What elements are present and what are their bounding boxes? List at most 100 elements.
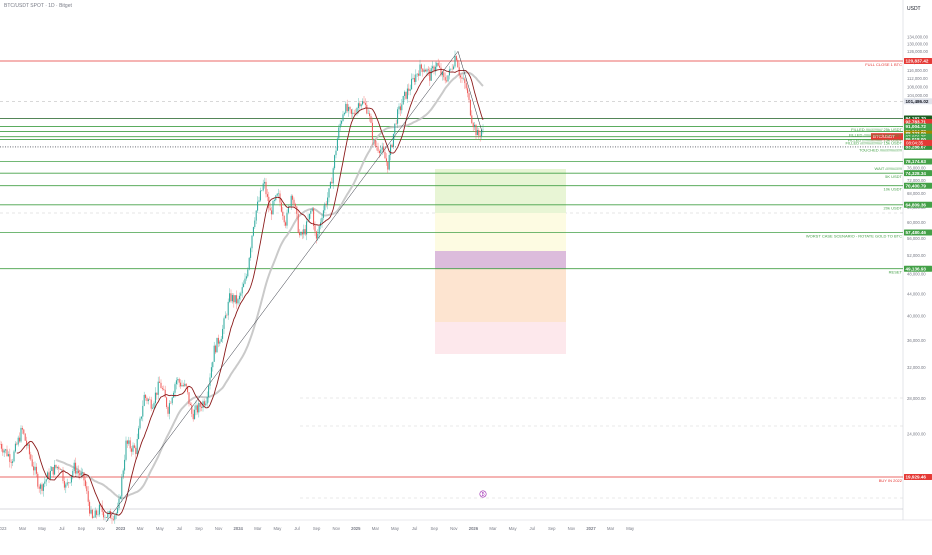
candle-body xyxy=(182,385,183,386)
price-label-text: 120,837.42 xyxy=(906,59,929,64)
candle-body xyxy=(446,81,447,82)
candle-body xyxy=(399,106,400,109)
y-tick-label: 72,000.00 xyxy=(907,178,926,183)
candle-body xyxy=(273,201,274,214)
candle-body xyxy=(386,158,387,162)
candle-body xyxy=(242,287,243,293)
event-marker-icon: ₿ xyxy=(481,492,484,497)
x-tick-label: Sep xyxy=(430,526,438,531)
candle-body xyxy=(218,338,219,344)
candle-body xyxy=(168,407,169,414)
candle-body xyxy=(315,226,316,232)
x-tick-label: Mar xyxy=(254,526,262,531)
candle-body xyxy=(254,221,255,227)
candle-body xyxy=(392,145,393,147)
x-tick-label: Jul xyxy=(59,526,64,531)
x-tick-label: Mar xyxy=(137,526,145,531)
candle-body xyxy=(151,400,152,409)
candle-body xyxy=(282,212,283,216)
candle-body xyxy=(15,444,16,452)
level-annotation: WORST CASE SCENARIO - ROTATE GOLD TO BTC xyxy=(806,233,902,238)
candle-body xyxy=(92,510,93,518)
candle-body xyxy=(165,390,166,398)
candle-body xyxy=(453,66,454,69)
candle-body xyxy=(365,103,366,105)
candle-body xyxy=(264,182,265,184)
candle-body xyxy=(420,64,421,75)
candle-body xyxy=(161,383,162,388)
candle-body xyxy=(243,284,244,287)
candle-body xyxy=(274,200,275,201)
candle-body xyxy=(354,113,355,114)
candle-body xyxy=(96,510,97,514)
candle-body xyxy=(271,210,272,214)
candle-body xyxy=(8,454,9,456)
symbol-title: BTC/USDT SPOT · 1D · Bitget xyxy=(4,3,72,9)
candle-body xyxy=(343,114,344,121)
candle-body xyxy=(23,430,24,434)
x-tick-label: 2025 xyxy=(351,526,361,531)
candle-body xyxy=(54,465,55,475)
candle-body xyxy=(323,210,324,218)
candle-body xyxy=(337,139,338,151)
candle-body xyxy=(281,203,282,212)
candle-body xyxy=(427,69,428,71)
ma-short-line xyxy=(17,69,483,515)
candle-body xyxy=(358,103,359,108)
candle-body xyxy=(294,200,295,204)
candle-body xyxy=(305,229,306,234)
candle-body xyxy=(428,69,429,70)
candle-body xyxy=(75,463,76,474)
candle-body xyxy=(439,66,440,68)
candle-body xyxy=(448,75,449,81)
candle-body xyxy=(438,63,439,66)
candle-body xyxy=(246,276,247,278)
candle-body xyxy=(236,295,237,303)
candle-body xyxy=(205,404,206,406)
candle-body xyxy=(376,146,377,147)
price-label-text: 78,174.63 xyxy=(906,159,927,164)
x-tick-label: Nov xyxy=(332,526,340,531)
candle-body xyxy=(33,466,34,470)
candle-body xyxy=(285,222,286,225)
candle-body xyxy=(450,69,451,70)
candle-body xyxy=(166,397,167,407)
candle-body xyxy=(217,338,218,352)
candle-body xyxy=(208,386,209,397)
x-tick-label: Mar xyxy=(607,526,615,531)
candle-body xyxy=(478,130,479,135)
candle-body xyxy=(233,295,234,302)
y-tick-label: 108,000.00 xyxy=(907,84,929,89)
candle-body xyxy=(413,78,414,79)
candle-body xyxy=(425,70,426,72)
price-label-text: 49,136.93 xyxy=(906,266,927,271)
candle-body xyxy=(200,403,201,407)
candle-body xyxy=(128,440,129,443)
candle-body xyxy=(16,444,17,445)
candle-body xyxy=(466,83,467,88)
candle-body xyxy=(9,454,10,462)
candle-body xyxy=(145,395,146,398)
trend-line xyxy=(106,51,458,522)
candle-body xyxy=(456,56,457,60)
candle-body xyxy=(74,463,75,471)
candle-body xyxy=(11,462,12,463)
candle-body xyxy=(121,477,122,496)
candle-body xyxy=(295,204,296,206)
candle-body xyxy=(152,408,153,409)
target-zone-purple xyxy=(435,251,566,269)
candle-body xyxy=(64,481,65,488)
candle-body xyxy=(480,136,481,137)
candle-body xyxy=(46,479,47,481)
candle-body xyxy=(473,123,474,127)
candle-body xyxy=(89,502,90,514)
candle-body xyxy=(142,406,143,417)
candle-body xyxy=(88,491,89,502)
x-tick-label: Nov xyxy=(450,526,458,531)
price-label-text: 57,480.46 xyxy=(906,230,927,235)
candle-body xyxy=(25,434,26,441)
candle-body xyxy=(301,232,302,235)
candle-body xyxy=(270,208,271,210)
